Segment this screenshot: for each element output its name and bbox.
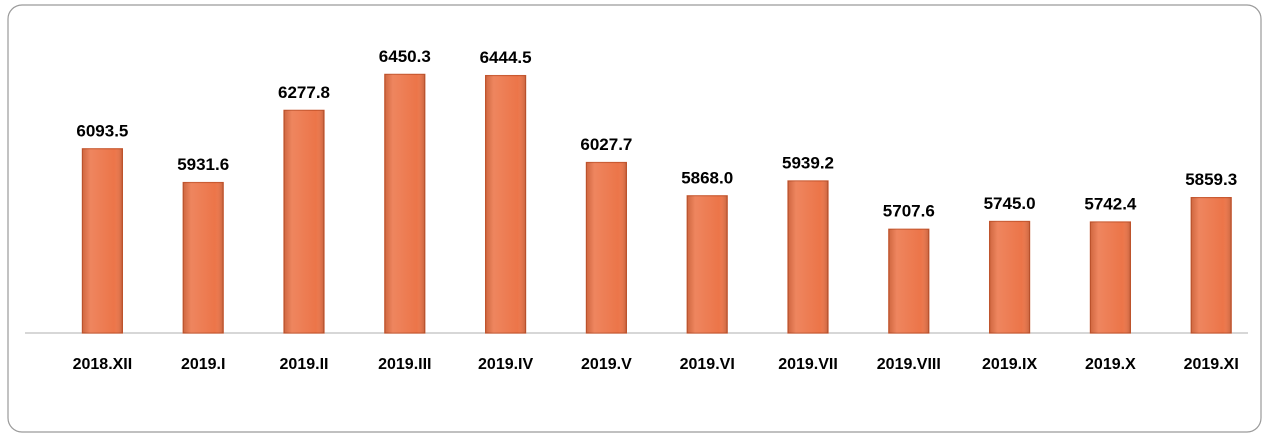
value-label: 6277.8 — [278, 83, 330, 102]
x-tick-label: 2019.III — [378, 356, 431, 373]
value-label: 5868.0 — [681, 168, 733, 187]
value-label: 5859.3 — [1185, 170, 1237, 189]
bar — [888, 228, 930, 334]
bar — [988, 220, 1031, 334]
value-label: 5742.4 — [1084, 194, 1137, 213]
bar — [81, 148, 124, 334]
value-label: 5707.6 — [883, 202, 935, 221]
x-tick-label: 2019.VII — [778, 356, 838, 373]
x-tick-label: 2019.VI — [680, 356, 735, 373]
value-label: 5745.0 — [984, 194, 1036, 213]
bar — [485, 74, 527, 334]
x-tick-label: 2018.XII — [73, 356, 133, 373]
bar — [787, 180, 829, 334]
x-tick-label: 2019.I — [181, 356, 225, 373]
value-label: 6450.3 — [379, 47, 431, 66]
bar — [182, 181, 224, 334]
x-tick-label: 2019.V — [581, 356, 632, 373]
x-tick-label: 2019.II — [280, 356, 329, 373]
value-label: 5939.2 — [782, 153, 834, 172]
bar — [1190, 197, 1232, 334]
x-tick-label: 2019.IV — [478, 356, 533, 373]
bar — [1089, 221, 1132, 334]
bar — [686, 195, 728, 334]
value-label: 6027.7 — [580, 135, 632, 154]
x-tick-label: 2019.XI — [1184, 356, 1239, 373]
x-tick-label: 2019.X — [1085, 356, 1136, 373]
x-tick-label: 2019.IX — [982, 356, 1037, 373]
value-label: 6093.5 — [76, 121, 128, 140]
bar — [384, 73, 426, 334]
bar — [283, 109, 325, 334]
bar — [585, 161, 628, 334]
value-label: 5931.6 — [177, 155, 229, 174]
x-tick-label: 2019.VIII — [877, 356, 941, 373]
value-label: 6444.5 — [480, 48, 532, 67]
